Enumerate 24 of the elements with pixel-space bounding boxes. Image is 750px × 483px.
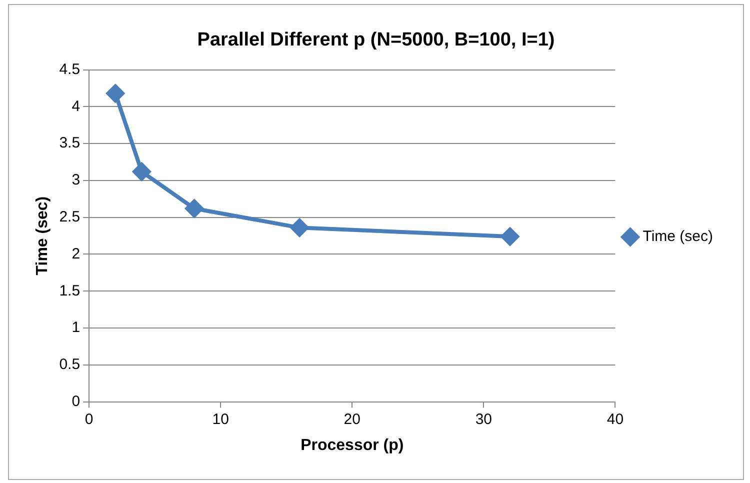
y-tick-label: 0 — [72, 392, 80, 410]
y-tick-label: 2 — [72, 245, 80, 262]
x-axis-title: Processor (p) — [300, 436, 404, 454]
point — [132, 162, 151, 181]
x-tick-label: 10 — [212, 410, 229, 428]
y-axis-title: Time (sec) — [34, 196, 52, 276]
x-tick-label: 30 — [475, 410, 492, 428]
y-tick-label: 1.5 — [59, 282, 80, 300]
y-tick-label: 2.5 — [59, 208, 80, 226]
y-tick-label: 4 — [72, 98, 80, 115]
x-tick-label: 0 — [84, 410, 94, 428]
point — [290, 218, 309, 237]
x-tick-label: 20 — [344, 410, 360, 428]
y-tick-label: 4.5 — [59, 60, 80, 78]
point — [500, 228, 519, 246]
y-tick-label: 0.5 — [59, 356, 80, 374]
y-tick-label: 1 — [72, 319, 80, 336]
point — [185, 200, 204, 218]
chart-title: Parallel Different p (N=5000, B=100, I=1) — [197, 30, 555, 51]
x-tick-label: 40 — [606, 410, 624, 428]
legend-label: Time (sec) — [642, 228, 714, 246]
y-tick-label: 3.5 — [59, 134, 80, 152]
point — [106, 84, 124, 102]
y-tick-label: 3 — [72, 172, 80, 189]
